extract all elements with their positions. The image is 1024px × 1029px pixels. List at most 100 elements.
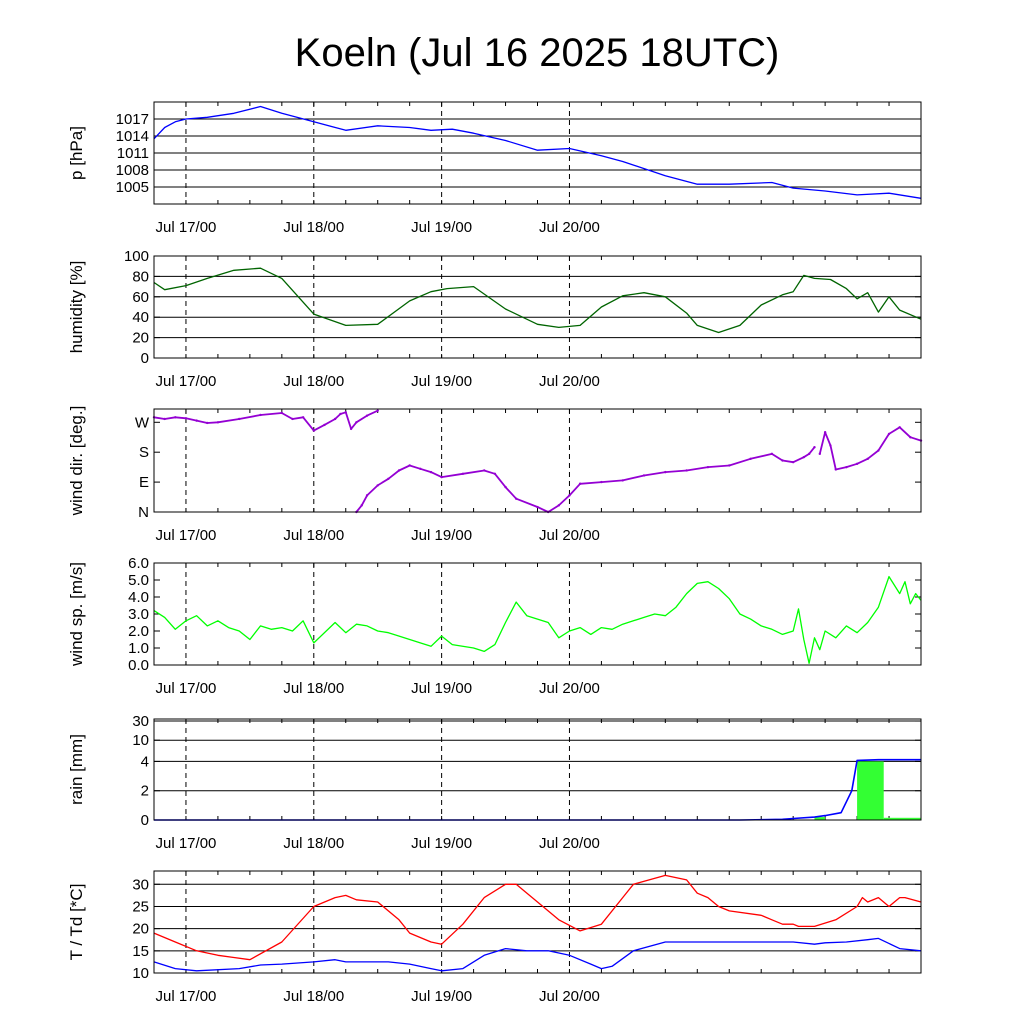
- y-tick-label: W: [135, 414, 150, 431]
- series-line-t: [153, 874, 922, 961]
- wind-direction-point: [770, 452, 774, 456]
- y-tick-label: 2: [141, 783, 149, 800]
- chart-title: Koeln (Jul 16 2025 18UTC): [295, 31, 780, 75]
- wind-direction-point: [360, 504, 363, 507]
- wind-direction-point: [621, 479, 624, 482]
- wind-direction-point: [339, 412, 342, 416]
- x-tick-label: Jul 17/00: [156, 835, 217, 852]
- y-tick-label: 1.0: [128, 640, 149, 657]
- wind-direction-point: [461, 472, 465, 475]
- wind-direction-point: [855, 462, 859, 466]
- wind-direction-point: [349, 427, 353, 431]
- y-tick-label: S: [139, 444, 149, 461]
- x-tick-label: Jul 17/00: [156, 373, 217, 390]
- wind-direction-point: [195, 419, 198, 422]
- wind-direction-point: [642, 474, 646, 477]
- rain-bar: [814, 817, 826, 820]
- wind-direction-point: [493, 472, 497, 475]
- x-tick-label: Jul 19/00: [411, 373, 472, 390]
- wind-direction-point: [344, 411, 347, 414]
- y-tick-label: 1005: [116, 179, 149, 196]
- series-line-humidity: [153, 267, 922, 334]
- wind-direction-point: [504, 485, 507, 489]
- wind-direction-point: [301, 416, 305, 419]
- wind-direction-line: [153, 409, 379, 432]
- y-tick-label: 40: [132, 309, 149, 326]
- wind-direction-point: [877, 449, 880, 452]
- wind-direction-point: [818, 452, 821, 456]
- wind-direction-point: [312, 429, 315, 432]
- x-tick-label: Jul 17/00: [156, 527, 217, 544]
- wind-direction-point: [365, 494, 369, 497]
- x-tick-label: Jul 18/00: [283, 988, 344, 1005]
- panel-frame: [153, 408, 922, 513]
- y-tick-label: 3.0: [128, 606, 149, 623]
- panel-frame: [153, 870, 922, 974]
- rain-bar: [857, 761, 884, 820]
- rain-cumulative-line: [154, 758, 921, 821]
- y-tick-label: 1014: [116, 128, 149, 145]
- wind-direction-point: [728, 464, 731, 467]
- wind-direction-point: [238, 417, 241, 421]
- wind-direction-line: [355, 446, 816, 513]
- y-tick-label: 5.0: [128, 572, 149, 589]
- x-tick-label: Jul 18/00: [283, 219, 344, 236]
- y-tick-label: 4.0: [128, 589, 149, 606]
- wind-direction-point: [514, 497, 518, 500]
- y-tick-label: 60: [132, 289, 149, 306]
- y-axis-label: p [hPa]: [67, 126, 86, 180]
- x-tick-label: Jul 19/00: [411, 219, 472, 236]
- panel-frame: [153, 255, 922, 359]
- wind-direction-point: [280, 411, 284, 415]
- x-tick-label: Jul 19/00: [411, 527, 472, 544]
- wind-direction-point: [483, 469, 486, 472]
- x-tick-label: Jul 17/00: [156, 680, 217, 697]
- panel-frame: [153, 101, 922, 205]
- wind-direction-point: [440, 475, 443, 479]
- wind-direction-point: [408, 464, 411, 467]
- y-tick-label: 6.0: [128, 555, 149, 572]
- y-tick-label: 80: [132, 268, 149, 285]
- y-tick-label: 1017: [116, 111, 149, 128]
- wind-direction-point: [323, 423, 326, 427]
- wind-direction-point: [376, 484, 379, 487]
- wind-direction-point: [749, 457, 752, 461]
- y-axis-label: wind sp. [m/s]: [67, 562, 86, 667]
- x-tick-label: Jul 19/00: [411, 680, 472, 697]
- x-tick-label: Jul 18/00: [283, 680, 344, 697]
- wind-direction-point: [685, 469, 688, 472]
- wind-direction-point: [259, 413, 262, 417]
- wind-direction-point: [568, 494, 571, 497]
- x-tick-label: Jul 20/00: [539, 835, 600, 852]
- y-tick-label: 0.0: [128, 657, 149, 674]
- x-tick-label: Jul 17/00: [156, 219, 217, 236]
- wind-direction-point: [866, 457, 869, 461]
- wind-direction-point: [898, 426, 901, 429]
- wind-direction-point: [174, 416, 177, 419]
- wind-direction-point: [813, 446, 816, 449]
- wind-direction-point: [333, 417, 337, 421]
- x-tick-label: Jul 20/00: [539, 373, 600, 390]
- wind-direction-point: [419, 467, 422, 471]
- y-tick-label: 100: [124, 248, 149, 265]
- y-tick-label: 30: [132, 876, 149, 893]
- panel-frame: [153, 562, 922, 666]
- wind-direction-point: [829, 444, 832, 447]
- wind-direction-point: [807, 452, 811, 456]
- y-tick-label: 2.0: [128, 623, 149, 640]
- wind-direction-point: [706, 465, 710, 469]
- wind-direction-point: [664, 470, 667, 474]
- wind-direction-point: [834, 468, 837, 471]
- x-tick-label: Jul 20/00: [539, 219, 600, 236]
- wind-direction-point: [600, 480, 603, 484]
- y-tick-label: 0: [141, 350, 149, 367]
- wind-direction-point: [184, 417, 188, 420]
- y-tick-label: 20: [132, 921, 149, 938]
- y-tick-label: 10: [132, 732, 149, 749]
- wind-direction-point: [387, 477, 390, 480]
- panel-humidity: 0 20 40 60 80 100 Jul 17/00 Jul 18/00 Jul 19/00 J…: [67, 248, 922, 390]
- y-tick-label: 0: [141, 812, 149, 829]
